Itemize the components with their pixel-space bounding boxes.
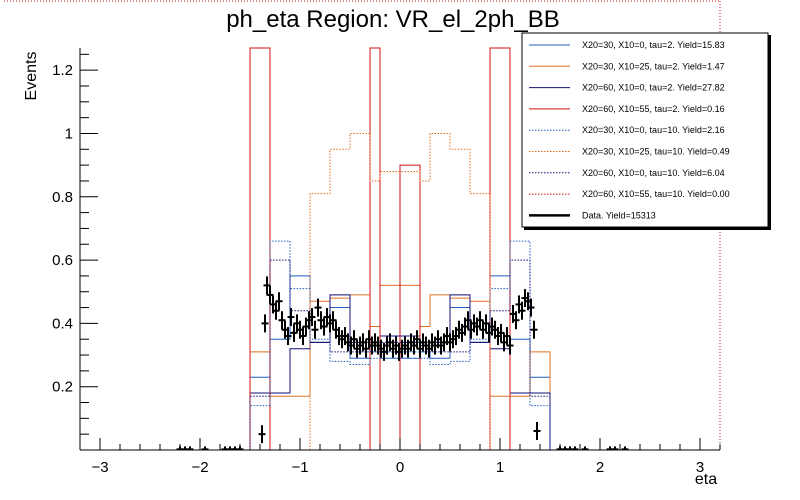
legend-entry: X20=30, X10=0, tau=2. Yield=15.83 [529,40,725,50]
legend-entry: X20=30, X10=25, tau=10. Yield=0.49 [529,147,730,157]
data-point [314,298,322,317]
data-point [497,323,505,342]
data-point [621,446,629,451]
x-tick-label: −1 [291,459,308,476]
legend: X20=30, X10=0, tau=2. Yield=15.83 X20=30,… [521,32,771,230]
data-point [518,301,526,320]
data-point [362,339,370,358]
data-point [611,446,619,451]
y-tick-label: 0.4 [52,315,73,332]
legend-shadow-right [768,35,771,229]
data-point [308,308,316,327]
data-point [476,311,484,330]
data-point [278,311,286,330]
legend-label: X20=60, X10=0, tau=2. Yield=27.82 [582,83,725,93]
legend-entry: X20=30, X10=0, tau=10. Yield=2.16 [529,125,725,135]
data-point [275,292,283,311]
x-tick-label: 1 [496,459,504,476]
histogram-series-4 [249,47,550,451]
data-point [533,422,541,441]
x-tick-label: −2 [191,459,208,476]
legend-label: X20=60, X10=55, tau=10. Yield=0.00 [582,189,730,199]
data-point [413,330,421,349]
data-point [581,446,589,451]
data-point [571,446,579,451]
legend-entry: Data. Yield=15313 [529,210,656,220]
data-point [258,425,266,444]
histogram-series-7 [249,259,551,450]
data-point [261,314,269,333]
x-tick-label: 0 [396,459,404,476]
y-axis-label: Events [23,52,40,101]
legend-label: X20=30, X10=25, tau=10. Yield=0.49 [582,147,730,157]
legend-entries: X20=30, X10=0, tau=2. Yield=15.83 X20=30,… [529,40,730,220]
y-tick-label: 0.6 [52,252,73,269]
data-point [503,327,511,346]
legend-label: X20=30, X10=25, tau=2. Yield=1.47 [582,61,725,71]
data-point [320,317,328,336]
legend-label: X20=30, X10=0, tau=10. Yield=2.16 [582,125,725,135]
data-point [266,285,274,304]
data-point [263,276,271,295]
ticks-layer: −3 −2 −1 0 1 2 3 0.2 0.4 0.6 0.8 1 1.2 [52,53,721,476]
legend-label: X20=30, X10=0, tau=2. Yield=15.83 [582,40,725,50]
data-point [482,314,490,333]
data-point [506,336,514,355]
data-point [527,298,535,317]
data-point [530,320,538,339]
y-tick-label: 0.8 [52,189,73,206]
data-point [290,323,298,342]
legend-shadow-bottom [524,227,771,230]
data-point [512,311,520,330]
data-point [311,320,319,339]
legend-entry: X20=60, X10=0, tau=10. Yield=6.04 [529,168,725,178]
y-tick-label: 0.2 [52,379,73,396]
legend-entry: X20=30, X10=25, tau=2. Yield=1.47 [529,61,725,71]
legend-label: Data. Yield=15313 [582,210,656,220]
legend-entry: X20=60, X10=0, tau=2. Yield=27.82 [529,83,725,93]
y-tick-label: 1.2 [52,62,73,79]
legend-entry: X20=60, X10=55, tau=10. Yield=0.00 [529,189,730,199]
data-point [464,311,472,330]
y-tick-label: 1 [65,125,73,142]
data-point [284,327,292,346]
data-point [287,308,295,327]
legend-label: X20=60, X10=55, tau=2. Yield=0.16 [582,104,725,114]
x-tick-label: 2 [596,459,604,476]
data-points-layer [176,276,629,451]
data-point [299,327,307,346]
data-point [186,446,194,451]
data-point [201,446,209,451]
histogram-series-6 [250,132,550,451]
data-point [350,330,358,349]
x-tick-label: 3 [696,459,704,476]
x-axis-label: eta [695,471,717,488]
legend-label: X20=60, X10=0, tau=10. Yield=6.04 [582,168,725,178]
x-tick-label: −3 [91,459,108,476]
legend-entry: X20=60, X10=55, tau=2. Yield=0.16 [529,104,725,114]
chart-title: ph_eta Region: VR_el_2ph_BB [226,6,560,33]
histogram-layer [249,47,551,451]
data-point [272,301,280,320]
data-point [329,311,337,330]
